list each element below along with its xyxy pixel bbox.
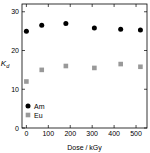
point: [24, 29, 29, 34]
data-points: [24, 21, 143, 84]
point: [63, 21, 68, 26]
point: [118, 62, 123, 67]
chart: 0 100 200 300 400 500 0 10 20 30 Dose / kGy Kd Am Eu: [0, 0, 150, 153]
x-tick-top: [92, 4, 93, 7]
x-tick: [92, 125, 93, 128]
y-label-sub: d: [6, 63, 10, 69]
x-tick-label: 200: [64, 130, 76, 137]
point: [138, 64, 143, 69]
y-tick-label: 20: [11, 47, 19, 54]
x-tick-label: 100: [42, 130, 54, 137]
x-tick-label: 500: [130, 130, 142, 137]
x-tick-label: 400: [108, 130, 120, 137]
x-tick: [70, 125, 71, 128]
legend-label: Eu: [34, 112, 43, 119]
point: [39, 23, 44, 28]
y-tick-label: 0: [15, 125, 19, 132]
x-tick-top: [70, 4, 71, 7]
x-tick-label: 0: [24, 130, 28, 137]
legend-marker: [26, 104, 31, 109]
x-tick-top: [26, 4, 27, 7]
x-tick: [48, 125, 49, 128]
y-tick-right: [144, 128, 147, 129]
y-tick-label: 10: [11, 86, 19, 93]
point: [118, 27, 123, 32]
x-tick-label: 300: [86, 130, 98, 137]
point: [92, 26, 97, 31]
x-axis-label: Dose / kGy: [67, 144, 102, 152]
x-tick-top: [48, 4, 49, 7]
y-tick-right: [144, 50, 147, 51]
y-tick-label: 30: [11, 8, 19, 15]
x-tick-top: [136, 4, 137, 7]
y-tick: [22, 89, 25, 90]
legend: Am Eu: [26, 103, 45, 119]
x-tick: [136, 125, 137, 128]
y-tick: [22, 50, 25, 51]
y-tick: [22, 11, 25, 12]
point: [92, 66, 97, 71]
y-tick-right: [144, 11, 147, 12]
point: [24, 79, 29, 84]
plot-frame: [22, 4, 147, 128]
y-axis-label: Kd: [1, 59, 10, 69]
y-tick: [22, 128, 25, 129]
x-tick: [114, 125, 115, 128]
y-tick-right: [144, 89, 147, 90]
point: [64, 64, 69, 69]
point: [138, 27, 143, 32]
x-tick-top: [114, 4, 115, 7]
legend-label: Am: [34, 103, 45, 110]
legend-marker: [26, 113, 31, 118]
point: [39, 68, 44, 73]
x-tick: [26, 125, 27, 128]
